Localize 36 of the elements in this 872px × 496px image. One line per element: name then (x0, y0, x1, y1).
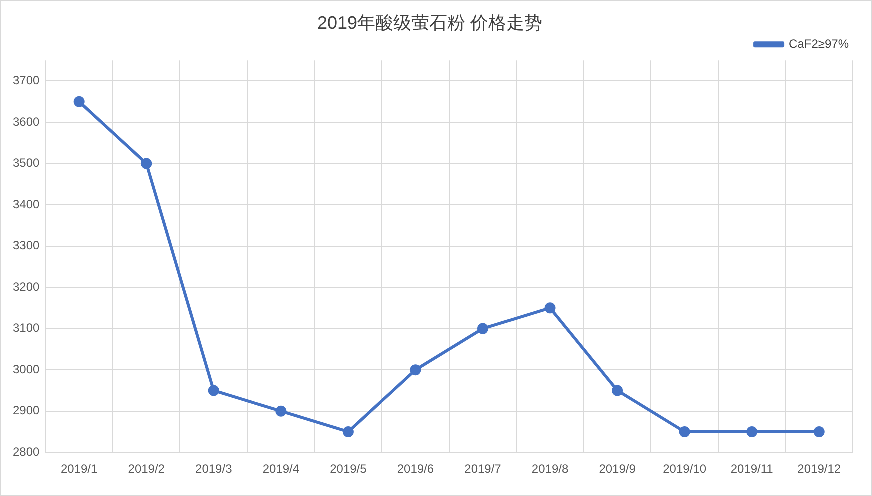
x-tick-label: 2019/6 (397, 462, 434, 476)
point (477, 323, 488, 334)
y-tick-label: 3700 (12, 74, 40, 88)
point (342, 426, 354, 438)
legend-label: CaF2≥97% (789, 36, 850, 51)
y-tick-label: 3300 (12, 238, 40, 253)
y-tick-label: 3500 (12, 156, 40, 170)
y-tick-label: 3200 (12, 280, 40, 294)
point (544, 302, 556, 314)
x-tick-label: 2019/11 (730, 462, 774, 476)
point (74, 96, 85, 108)
x-tick-label: 2019/2 (128, 462, 166, 476)
y-tick-label: 3000 (12, 362, 40, 376)
y-tick-label: 2800 (12, 444, 40, 459)
point (746, 426, 758, 438)
x-tick-label: 2019/7 (464, 462, 502, 476)
x-tick-label: 2019/3 (196, 462, 233, 476)
point (814, 426, 825, 438)
x-tick-label: 2019/1 (60, 462, 98, 476)
point (208, 385, 220, 396)
x-tick-label: 2019/9 (599, 462, 636, 476)
y-tick-label: 3600 (12, 114, 40, 129)
point (141, 158, 152, 170)
point (612, 385, 624, 396)
chart-title: 2019年酸级萤石粉 价格走势 (317, 12, 543, 33)
x-tick-label: 2019/10 (663, 462, 707, 476)
y-tick-label: 3400 (12, 197, 40, 212)
point (679, 426, 690, 438)
point (276, 406, 287, 417)
x-tick-label: 2019/12 (798, 462, 842, 476)
x-tick-label: 2019/8 (532, 462, 569, 476)
point (410, 364, 422, 376)
x-tick-label: 2019/4 (262, 462, 300, 476)
y-tick-label: 3100 (12, 321, 40, 336)
y-tick-label: 2900 (12, 404, 40, 418)
x-tick-label: 2019/5 (330, 462, 368, 476)
